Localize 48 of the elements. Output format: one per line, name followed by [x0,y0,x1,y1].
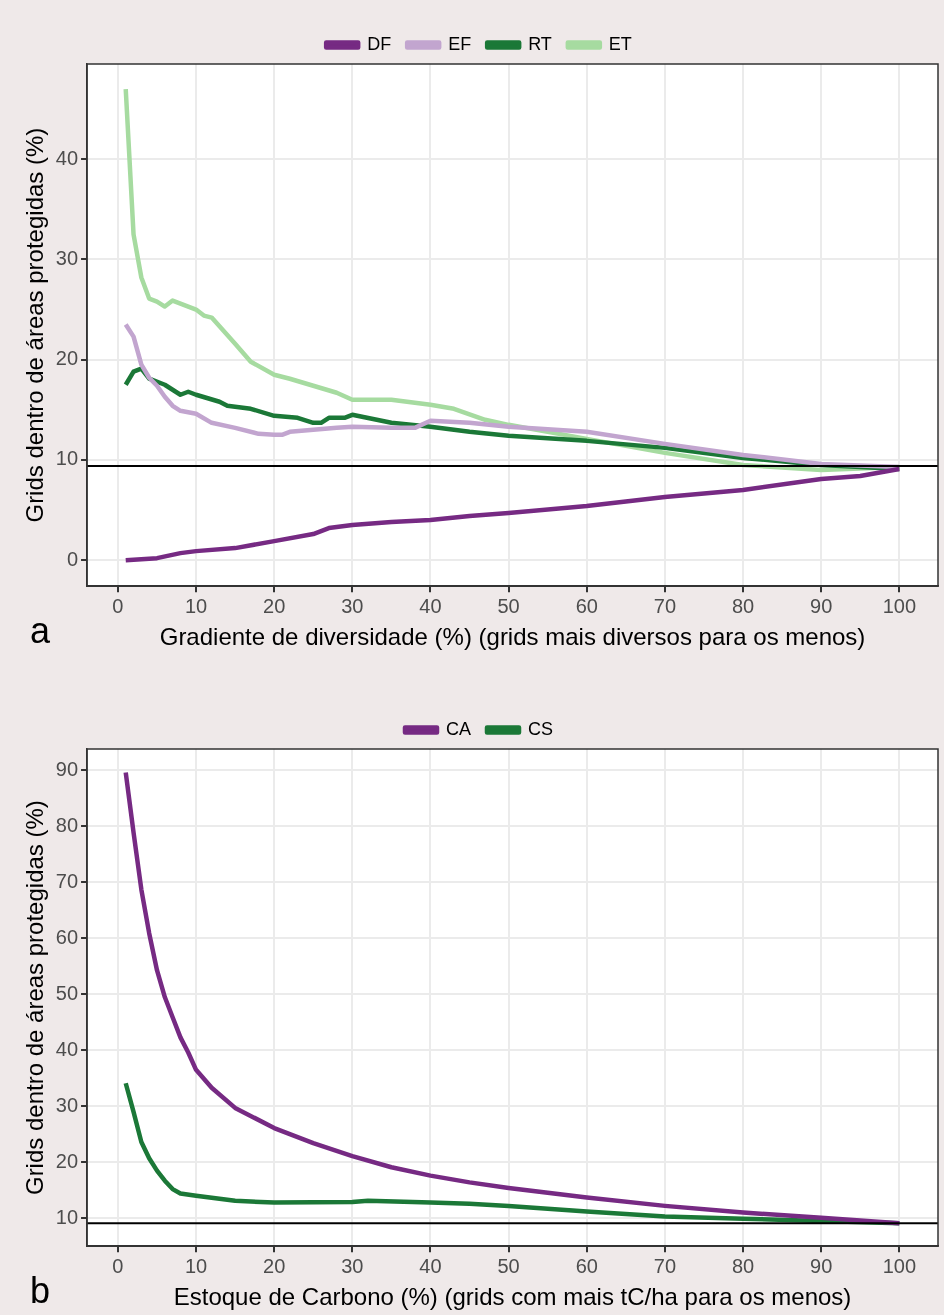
y-tick-label: 10 [55,447,79,470]
y-axis-title: Grids dentro de áreas protegidas (%) [21,800,49,1196]
text: b [30,1269,51,1311]
legend-label: DF [367,33,392,54]
x-tick-label: 0 [112,594,124,617]
y-tick-label: 50 [55,981,79,1004]
y-tick-label: 60 [55,925,79,948]
y-tick-label: 20 [55,347,79,370]
legend-label: RT [528,33,552,54]
text: a [30,609,51,651]
x-tick-label: 50 [497,1254,520,1277]
x-tick-label: 80 [731,594,755,617]
x-axis-title: Estoque de Carbono (%) (grids com mais tC/ha para os menos) [173,1283,852,1311]
y-tick-label: 40 [55,1037,79,1060]
y-tick-label: 70 [55,869,79,892]
x-tick-label: 60 [575,594,598,617]
x-tick-label: 40 [419,1254,442,1277]
x-tick-label: 80 [731,1254,755,1277]
y-tick-label: 20 [55,1149,79,1172]
x-tick-label: 100 [882,594,917,617]
x-tick-label: 90 [810,1254,833,1277]
x-axis-title: Gradiente de diversidade (%) (grids mais diversos para os menos) [159,623,866,651]
y-tick-label: 0 [66,547,79,570]
y-tick-label: 80 [55,813,79,836]
x-tick-label: 90 [810,594,833,617]
x-tick-label: 0 [112,1254,124,1277]
y-tick-label: 40 [55,146,79,169]
x-tick-label: 70 [653,594,677,617]
y-tick-label: 10 [55,1205,79,1228]
x-tick-label: 30 [341,1254,364,1277]
legend-label: ET [608,33,632,54]
y-axis-title: Grids dentro de áreas protegidas (%) [21,127,49,523]
x-tick-label: 10 [184,594,208,617]
legend-label: EF [448,33,472,54]
x-tick-label: 10 [184,1254,208,1277]
x-tick-label: 70 [653,1254,677,1277]
y-tick-label: 30 [55,1093,79,1116]
x-tick-label: 100 [882,1254,917,1277]
x-tick-label: 40 [419,594,442,617]
x-tick-label: 30 [341,594,364,617]
y-tick-label: 90 [55,757,79,780]
x-tick-label: 60 [575,1254,598,1277]
x-tick-label: 20 [263,1254,286,1277]
legend-label: CA [446,718,472,739]
legend-label: CS [528,718,554,739]
x-tick-label: 50 [497,594,520,617]
y-tick-label: 30 [55,246,79,269]
x-tick-label: 20 [263,594,286,617]
